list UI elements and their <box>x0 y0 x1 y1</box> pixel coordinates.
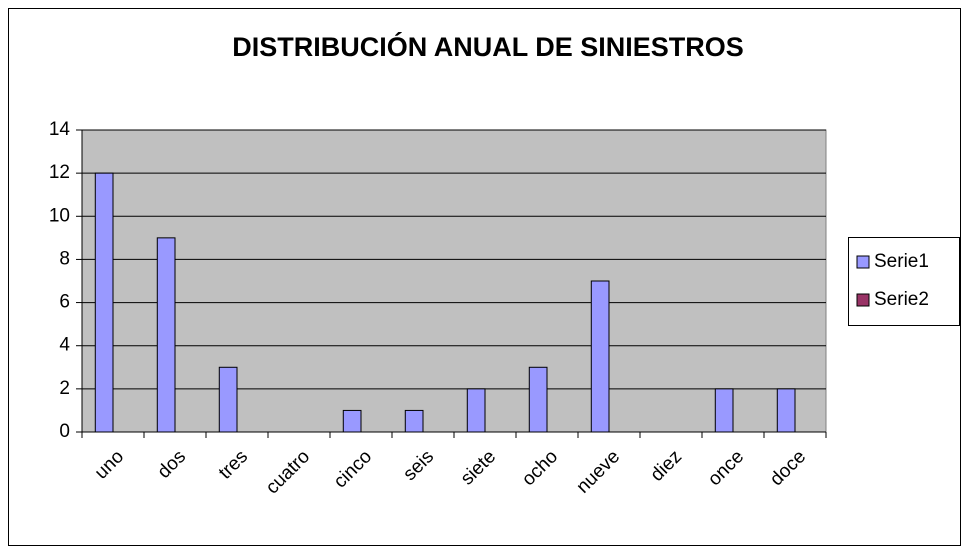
bar <box>218 366 238 433</box>
bar <box>342 409 362 433</box>
legend-label: Serie2 <box>874 289 929 310</box>
bar <box>156 237 176 433</box>
bar <box>404 409 424 433</box>
y-tick-label: 10 <box>49 205 70 226</box>
y-tick-label: 12 <box>49 162 70 183</box>
legend-label: Serie1 <box>874 251 929 272</box>
y-tick-label: 14 <box>49 119 71 140</box>
y-tick-label: 6 <box>59 292 70 313</box>
bar <box>466 388 486 433</box>
legend-swatch <box>856 293 870 307</box>
y-tick-label: 8 <box>59 248 70 269</box>
bar <box>94 172 114 433</box>
bar <box>528 366 548 433</box>
bar <box>714 388 734 433</box>
chart-title: DISTRIBUCIÓN ANUAL DE SINIESTROS <box>232 31 744 62</box>
y-tick-label: 4 <box>59 335 70 356</box>
bar <box>776 388 796 433</box>
legend-box <box>848 237 960 326</box>
legend-swatch <box>856 255 870 269</box>
plot-area <box>81 129 827 433</box>
y-tick-label: 0 <box>59 421 70 442</box>
y-tick-label: 2 <box>59 378 70 399</box>
bar <box>590 280 610 433</box>
